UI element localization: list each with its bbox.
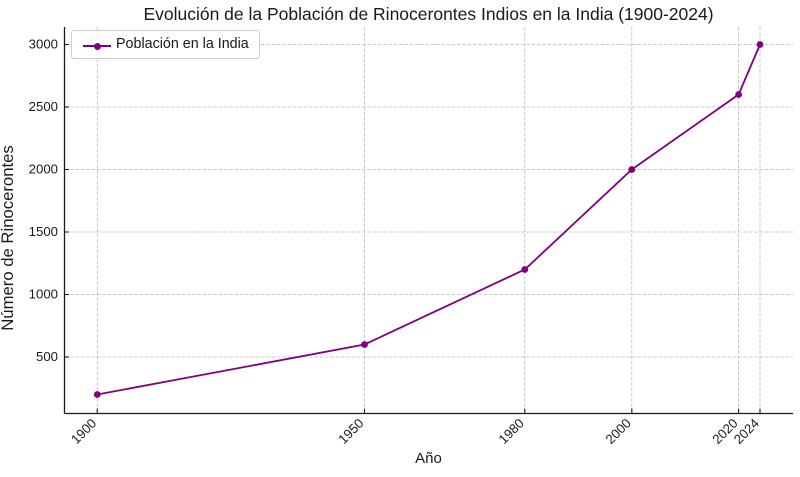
svg-text:1000: 1000 [29,287,58,302]
svg-text:1500: 1500 [29,224,58,239]
svg-text:2000: 2000 [29,162,58,177]
svg-text:1950: 1950 [335,416,366,447]
svg-text:2000: 2000 [603,416,634,447]
svg-text:2024: 2024 [731,416,762,447]
svg-text:Número de Rinocerontes: Número de Rinocerontes [0,145,17,331]
svg-text:2500: 2500 [29,99,58,114]
svg-text:500: 500 [36,349,58,364]
svg-text:1900: 1900 [68,416,99,447]
svg-text:3000: 3000 [29,37,58,52]
svg-text:1980: 1980 [496,416,527,447]
